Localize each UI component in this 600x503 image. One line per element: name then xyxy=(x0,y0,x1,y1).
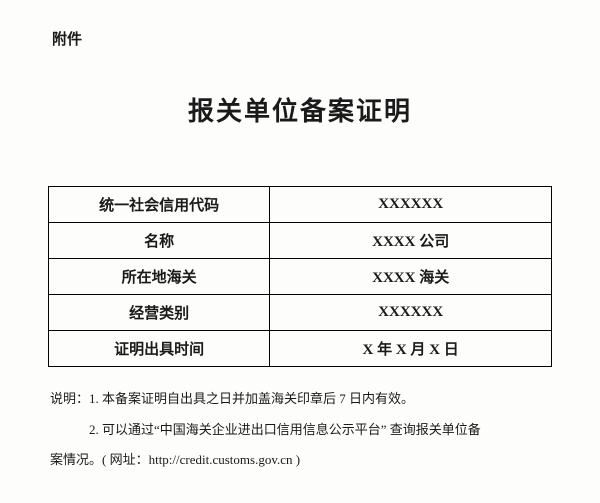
notes-line-2a: 2. 可以通过“中国海关企业进出口信用信息公示平台” 查询报关单位备 xyxy=(50,416,552,445)
notes-section: 说明：1. 本备案证明自出具之日并加盖海关印章后 7 日内有效。 2. 可以通过… xyxy=(48,385,552,475)
table-row: 经营类别 XXXXXX xyxy=(49,295,552,331)
attachment-label: 附件 xyxy=(52,28,552,49)
row-label: 统一社会信用代码 xyxy=(49,187,270,223)
row-label: 所在地海关 xyxy=(49,259,270,295)
table-row: 证明出具时间 X 年 X 月 X 日 xyxy=(49,331,552,367)
notes-line-2b: 案情况。( 网址：http://credit.customs.gov.cn ) xyxy=(50,446,552,475)
notes-text-2a: 2. 可以通过“中国海关企业进出口信用信息公示平台” 查询报关单位备 xyxy=(89,422,481,437)
row-label: 名称 xyxy=(49,223,270,259)
notes-text-1: 1. 本备案证明自出具之日并加盖海关印章后 7 日内有效。 xyxy=(89,391,414,406)
info-table: 统一社会信用代码 XXXXXX 名称 XXXX 公司 所在地海关 XXXX 海关… xyxy=(48,186,552,367)
notes-prefix: 说明： xyxy=(50,391,89,406)
notes-text-2b: 案情况。( 网址：http://credit.customs.gov.cn ) xyxy=(50,452,300,467)
row-label: 证明出具时间 xyxy=(49,331,270,367)
row-label: 经营类别 xyxy=(49,295,270,331)
row-value: XXXXXX xyxy=(270,295,552,331)
row-value: XXXXXX xyxy=(270,187,552,223)
document-title: 报关单位备案证明 xyxy=(48,91,552,128)
row-value: XXXX 海关 xyxy=(270,259,552,295)
row-value: X 年 X 月 X 日 xyxy=(270,331,552,367)
row-value: XXXX 公司 xyxy=(270,223,552,259)
notes-line-1: 说明：1. 本备案证明自出具之日并加盖海关印章后 7 日内有效。 xyxy=(50,385,552,414)
table-row: 统一社会信用代码 XXXXXX xyxy=(49,187,552,223)
table-row: 所在地海关 XXXX 海关 xyxy=(49,259,552,295)
table-row: 名称 XXXX 公司 xyxy=(49,223,552,259)
